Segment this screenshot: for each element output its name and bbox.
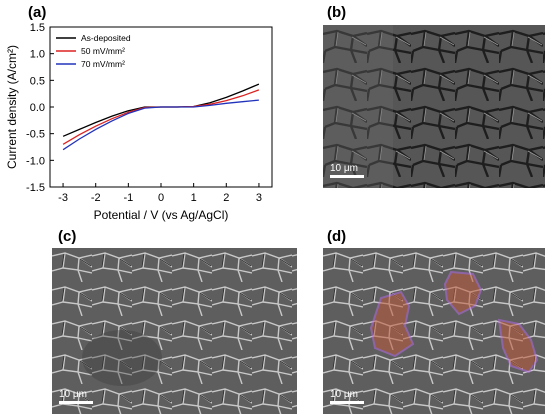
scale-bar-label-d: 10 μm [330, 389, 358, 400]
y-tick-label-2: -0.5 [26, 129, 45, 141]
y-tick-label-6: 1.5 [30, 22, 45, 34]
highlight-region-3 [497, 318, 539, 374]
x-axis-label: Potential / V (vs Ag/AgCl) [94, 208, 229, 222]
x-tick-label-5: 2 [223, 192, 229, 204]
y-axis-label: Current density (A/cm²) [5, 45, 19, 169]
y-tick-label-1: -1.0 [26, 155, 45, 167]
y-tick-label-3: 0.0 [30, 102, 45, 114]
x-tick-label-0: -3 [58, 192, 68, 204]
series-line-1 [62, 89, 260, 145]
sem-image-d: 10 μm [323, 248, 545, 414]
highlight-region-2 [443, 270, 483, 316]
y-tick-label-0: -1.5 [26, 182, 45, 194]
scale-bar-d: 10 μm [330, 389, 382, 404]
scale-bar-b: 10 μm [330, 163, 382, 178]
series-line-2 [62, 99, 259, 151]
scale-bar-label-b: 10 μm [330, 163, 358, 174]
legend-label-0: As-deposited [81, 33, 131, 43]
legend-label-1: 50 mV/mm² [81, 46, 125, 56]
x-tick-label-4: 1 [191, 192, 197, 204]
y-tick-label-4: 0.5 [30, 75, 45, 87]
x-tick-label-1: -2 [91, 192, 101, 204]
sem-image-c: 10 μm [52, 248, 297, 414]
iv-chart: -3 -2 -1 0 1 2 3 -1.5 -1.0 -0.5 0.0 0.5 1.0 1.5 Potent… [5, 22, 273, 222]
legend-label-2: 70 mV/mm² [81, 59, 125, 69]
sem-image-b: 10 μm [323, 25, 545, 188]
scale-bar-c: 10 μm [59, 389, 111, 404]
panel-label-a: (a) [28, 4, 47, 21]
panel-label-b: (b) [327, 4, 347, 21]
panel-label-d: (d) [327, 228, 347, 245]
x-tick-label-2: -1 [123, 192, 133, 204]
x-tick-label-3: 0 [158, 192, 164, 204]
scale-bar-label-c: 10 μm [59, 389, 87, 400]
x-tick-label-6: 3 [256, 192, 262, 204]
highlight-region-1 [369, 290, 415, 358]
y-tick-label-5: 1.0 [30, 49, 45, 61]
panel-label-c: (c) [58, 228, 77, 245]
